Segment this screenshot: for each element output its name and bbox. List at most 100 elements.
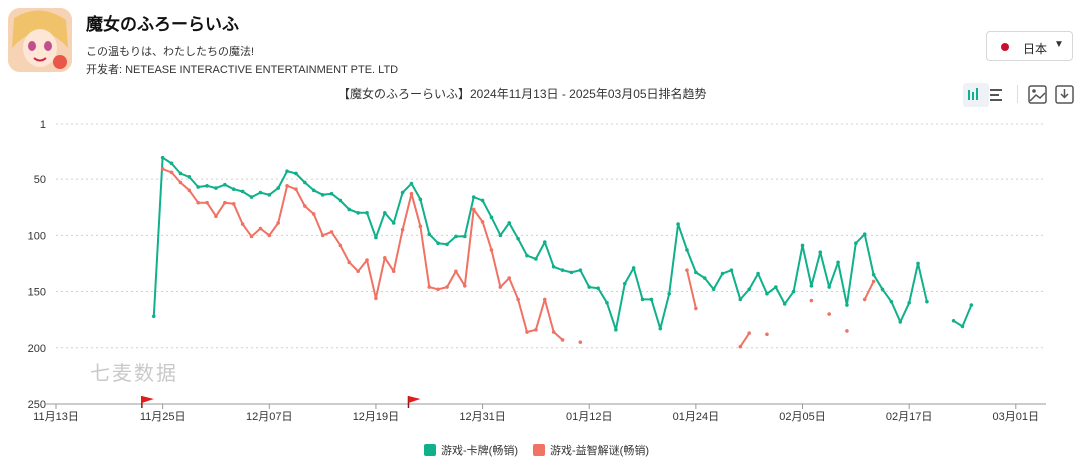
data-point (409, 191, 414, 196)
data-point (738, 344, 743, 349)
data-point (285, 184, 289, 188)
data-point (267, 233, 272, 238)
data-point (534, 327, 538, 332)
legend-label: 游戏-卡牌(畅销) (441, 445, 518, 457)
data-point (347, 207, 352, 212)
data-point (542, 240, 547, 244)
data-point (480, 198, 485, 203)
data-point (685, 268, 689, 272)
legend-item-card[interactable]: 游戏-卡牌(畅销) (424, 442, 518, 458)
data-point (774, 285, 778, 289)
data-point (658, 326, 663, 331)
data-point (303, 204, 307, 208)
data-point (622, 281, 627, 286)
chevron-down-icon: ▼ (1054, 39, 1064, 50)
y-tick-label: 50 (34, 174, 46, 186)
data-point (391, 221, 396, 225)
download-icon[interactable] (1052, 83, 1078, 107)
data-point (587, 285, 592, 289)
data-point (694, 270, 698, 275)
data-point (889, 299, 894, 304)
data-point (267, 193, 272, 197)
legend-swatch (424, 444, 436, 456)
data-point (685, 248, 689, 252)
watermark: 七麦数据 (90, 363, 178, 385)
data-point (560, 338, 565, 342)
data-point (365, 258, 369, 262)
data-point (249, 234, 254, 239)
data-point (249, 195, 254, 199)
data-point (231, 187, 236, 192)
app-icon (8, 8, 72, 72)
image-icon[interactable] (1025, 83, 1051, 107)
y-tick-label: 1 (40, 119, 46, 131)
data-point (605, 300, 609, 305)
data-point (649, 297, 654, 302)
data-point (738, 297, 743, 302)
data-point (347, 260, 352, 265)
x-tick-label: 11月13日 (33, 411, 79, 423)
data-point (694, 306, 698, 311)
data-point (427, 232, 432, 237)
japan-flag-icon (1001, 43, 1009, 51)
data-point (160, 155, 165, 160)
data-point (276, 186, 280, 190)
data-point (445, 285, 449, 289)
list-icon[interactable] (985, 83, 1011, 107)
data-point (569, 270, 574, 275)
data-point (747, 287, 751, 292)
data-point (240, 189, 245, 194)
data-point (507, 221, 512, 225)
data-point (463, 284, 467, 288)
data-point (640, 297, 645, 302)
data-point (489, 215, 494, 220)
legend-item-puzzle[interactable]: 游戏-益智解谜(畅销) (533, 442, 649, 458)
data-point (534, 257, 538, 261)
data-point (258, 190, 263, 195)
data-point (374, 235, 378, 240)
data-point (818, 250, 823, 254)
data-point (169, 170, 174, 175)
bar-chart-icon[interactable] (963, 83, 989, 107)
data-point (285, 169, 289, 174)
data-point (294, 187, 298, 192)
x-tick-label: 11月25日 (140, 411, 186, 423)
x-tick-label: 12月07日 (246, 411, 292, 423)
data-point (205, 200, 209, 205)
x-tick-label: 02月05日 (779, 411, 825, 423)
chart-title: 【魔女のふろーらいふ】2024年11月13日 - 2025年03月05日排名趋势 (338, 87, 707, 101)
series-line-0 (152, 156, 928, 331)
series-line-1 (739, 332, 751, 348)
data-point (329, 191, 334, 196)
data-point (862, 297, 867, 302)
data-point (223, 182, 227, 187)
data-point (329, 230, 334, 234)
data-point (542, 297, 547, 302)
region-label: 日本 (1023, 42, 1048, 56)
data-point (214, 214, 218, 219)
app-developer: 开发者: NETEASE INTERACTIVE ENTERTAINMENT P… (86, 64, 399, 76)
region-select[interactable]: 日本 ▼ (986, 31, 1073, 61)
x-tick-label: 01月12日 (566, 411, 612, 423)
data-point (498, 285, 503, 289)
series-line-1 (686, 269, 697, 309)
data-point (578, 340, 583, 344)
data-point (880, 287, 885, 292)
data-point (836, 260, 840, 265)
data-point (551, 330, 556, 334)
data-point (756, 271, 760, 276)
y-tick-label: 250 (28, 399, 46, 411)
data-point (338, 198, 343, 203)
data-point (845, 329, 849, 333)
data-point (676, 222, 680, 226)
data-point (374, 296, 378, 301)
data-point (720, 271, 725, 276)
data-point (151, 314, 156, 319)
data-point (276, 221, 280, 225)
data-point (516, 236, 520, 241)
data-point (187, 188, 192, 193)
data-point (311, 188, 316, 193)
data-point (471, 195, 476, 199)
data-point (702, 276, 707, 280)
